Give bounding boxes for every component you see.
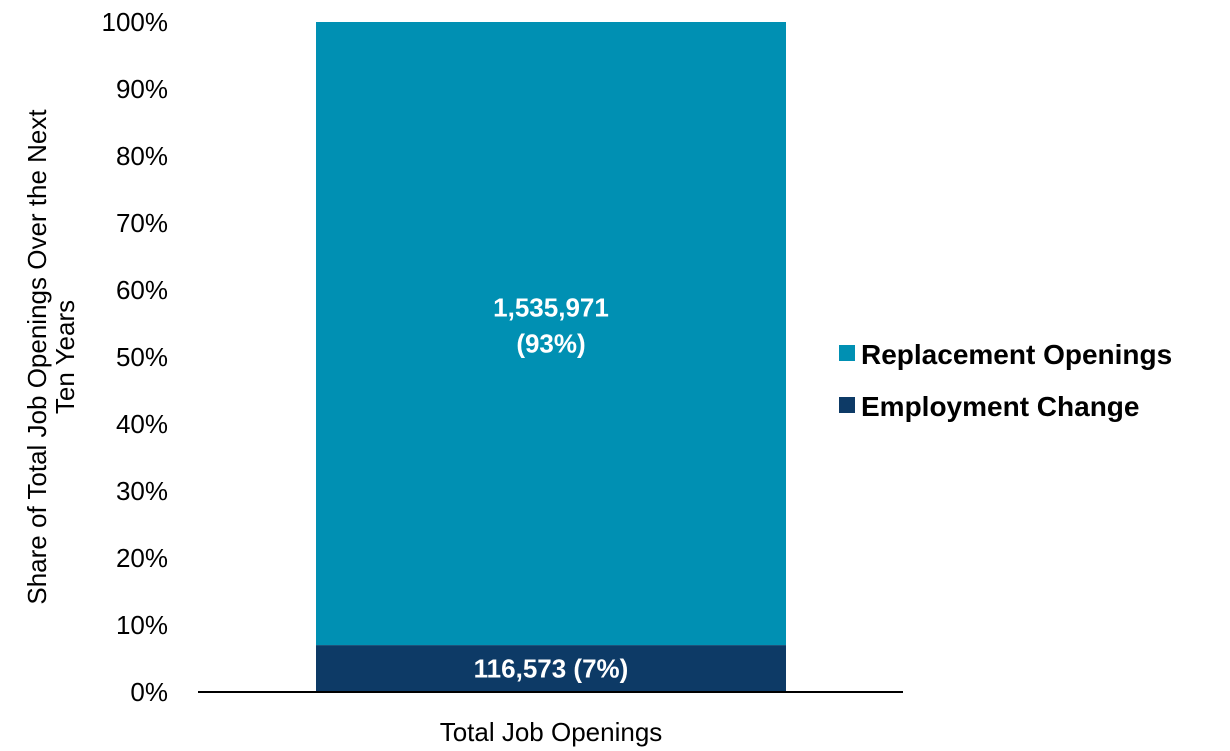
y-tick-label: 100%	[102, 7, 169, 37]
bars: 116,573 (7%) 1,535,971 (93%)	[316, 22, 786, 692]
bar-segment	[316, 645, 786, 692]
y-tick-label: 40%	[116, 409, 168, 439]
y-axis-title-line1: Share of Total Job Openings Over the Nex…	[22, 109, 52, 605]
y-tick-label: 0%	[130, 677, 168, 707]
legend-label: Replacement Openings	[861, 339, 1172, 370]
data-label: (93%)	[516, 329, 585, 359]
data-label: 1,535,971	[493, 293, 609, 323]
legend: Replacement Openings Employment Change	[839, 339, 1172, 422]
y-tick-label: 90%	[116, 74, 168, 104]
y-tick-label: 50%	[116, 342, 168, 372]
x-category-label: Total Job Openings	[440, 717, 663, 747]
y-axis-ticks: 0% 10% 20% 30% 40% 50% 60% 70% 80% 90% 100%	[102, 7, 169, 707]
y-tick-label: 80%	[116, 141, 168, 171]
bar-segment	[316, 22, 786, 646]
legend-swatch	[839, 397, 855, 413]
y-tick-label: 60%	[116, 275, 168, 305]
y-tick-label: 70%	[116, 208, 168, 238]
y-axis-title-line2: Ten Years	[50, 300, 80, 414]
y-tick-label: 30%	[116, 476, 168, 506]
y-tick-label: 10%	[116, 610, 168, 640]
legend-swatch	[839, 345, 855, 361]
data-label: 116,573 (7%)	[474, 654, 629, 684]
y-tick-label: 20%	[116, 543, 168, 573]
legend-label: Employment Change	[861, 391, 1139, 422]
